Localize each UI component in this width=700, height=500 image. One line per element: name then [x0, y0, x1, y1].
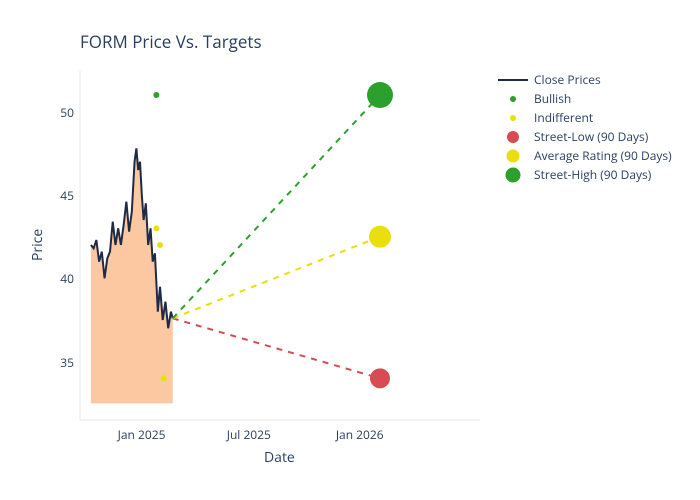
x-tick-label: Jan 2026 [336, 426, 384, 443]
legend-item-street-low[interactable]: Street-Low (90 Days) [498, 127, 672, 146]
legend-label: Close Prices [534, 71, 601, 88]
y-tick-label: 45 [44, 187, 74, 204]
x-tick-label: Jul 2025 [227, 426, 271, 443]
x-axis-title: Date [264, 448, 295, 467]
legend: Close Prices Bullish Indifferent Street-… [498, 70, 672, 184]
y-tick-label: 35 [44, 354, 74, 371]
y-tick-label: 40 [44, 270, 74, 287]
legend-label: Indifferent [534, 109, 593, 126]
legend-label: Average Rating (90 Days) [534, 147, 672, 164]
dot-swatch-icon [498, 148, 528, 164]
y-tick-label: 50 [44, 104, 74, 121]
dot-swatch-icon [498, 93, 528, 105]
x-tick-label: Jan 2025 [118, 426, 166, 443]
dot-swatch-icon [498, 112, 528, 124]
dot-swatch-icon [498, 166, 528, 184]
legend-item-indifferent[interactable]: Indifferent [498, 108, 672, 127]
legend-item-close-prices[interactable]: Close Prices [498, 70, 672, 89]
legend-label: Street-Low (90 Days) [534, 128, 648, 145]
legend-item-average-rating[interactable]: Average Rating (90 Days) [498, 146, 672, 165]
y-axis-title: Price [28, 229, 47, 261]
line-swatch-icon [498, 74, 528, 86]
dot-swatch-icon [498, 130, 528, 144]
legend-item-bullish[interactable]: Bullish [498, 89, 672, 108]
legend-item-street-high[interactable]: Street-High (90 Days) [498, 165, 672, 184]
legend-label: Bullish [534, 90, 571, 107]
legend-label: Street-High (90 Days) [534, 166, 651, 183]
